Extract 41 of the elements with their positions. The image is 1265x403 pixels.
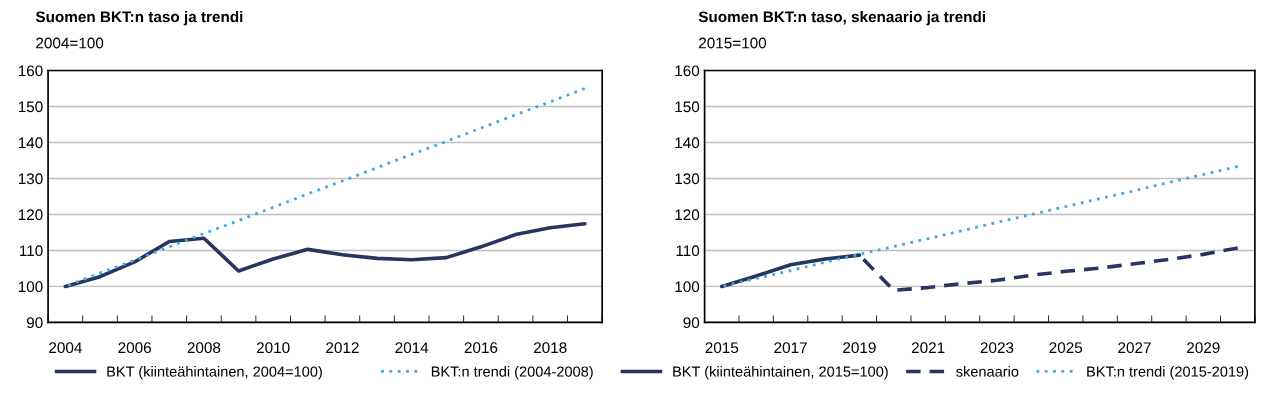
x-tick-label: 2021 — [911, 342, 945, 354]
x-tick-label: 2010 — [256, 342, 290, 354]
y-tick-label: 130 — [675, 173, 700, 185]
x-tick-label: 2006 — [118, 342, 151, 354]
legend-label: BKT:n trendi (2004-2008) — [431, 366, 593, 380]
y-tick-label: 90 — [26, 317, 43, 329]
x-tick-label: 2019 — [843, 342, 876, 354]
x-tick-label: 2004 — [49, 342, 82, 354]
chart-subtitle: 2004=100 — [36, 37, 104, 49]
y-tick-label: 140 — [18, 137, 43, 149]
x-tick-label: 2025 — [1049, 342, 1083, 354]
y-tick-label: 160 — [18, 65, 43, 77]
y-tick-label: 110 — [676, 245, 700, 257]
x-tick-label: 2029 — [1187, 342, 1220, 354]
x-tick-label: 2008 — [187, 342, 221, 354]
y-tick-label: 150 — [675, 101, 700, 113]
legend-label: BKT (kiinteähintainen, 2004=100) — [107, 366, 322, 380]
y-tick-label: 160 — [675, 65, 700, 77]
x-tick-label: 2015 — [705, 342, 739, 354]
x-tick-label: 2016 — [464, 342, 498, 354]
legend-label: skenaario — [956, 366, 1019, 377]
y-tick-label: 120 — [18, 209, 43, 221]
chart-title: Suomen BKT:n taso ja trendi — [35, 11, 243, 26]
y-tick-label: 130 — [18, 173, 43, 185]
x-tick-label: 2014 — [395, 342, 429, 354]
y-tick-label: 140 — [675, 137, 700, 149]
y-tick-label: 90 — [683, 317, 700, 329]
y-tick-label: 100 — [18, 281, 43, 293]
x-tick-label: 2012 — [326, 342, 359, 354]
legend-label: BKT:n trendi (2015-2019) — [1087, 366, 1249, 380]
chart-subtitle: 2015=100 — [699, 37, 767, 49]
x-tick-label: 2023 — [980, 342, 1014, 354]
y-tick-label: 100 — [675, 281, 700, 293]
y-tick-label: 150 — [18, 101, 43, 113]
x-tick-label: 2027 — [1118, 342, 1151, 354]
chart-title: Suomen BKT:n taso, skenaario ja trendi — [698, 11, 985, 26]
x-tick-label: 2018 — [533, 342, 567, 354]
y-tick-label: 120 — [675, 209, 700, 221]
x-tick-label: 2017 — [774, 342, 807, 354]
legend-label: BKT (kiinteähintainen, 2015=100) — [673, 366, 888, 380]
y-tick-label: 110 — [20, 245, 43, 257]
